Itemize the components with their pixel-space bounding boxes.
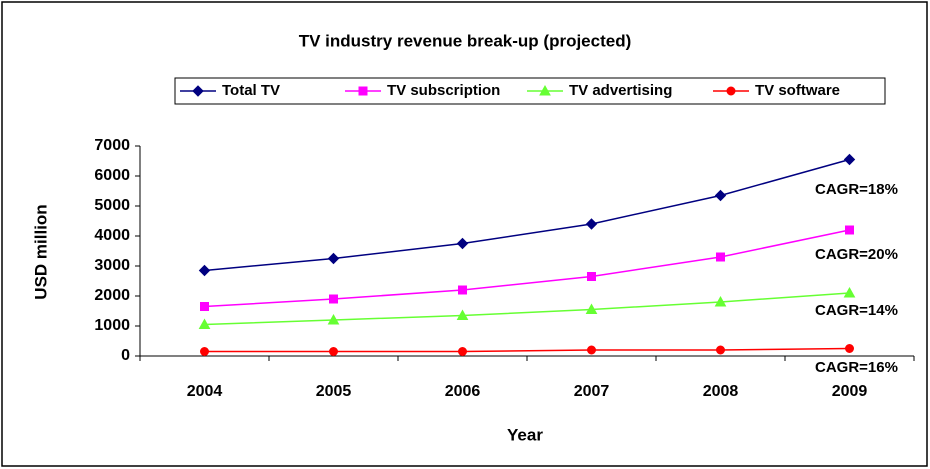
data-point — [843, 153, 856, 166]
y-tick-label: 6000 — [94, 167, 130, 184]
data-point — [714, 295, 727, 307]
series-line — [204, 158, 850, 272]
series-line — [204, 229, 850, 308]
series-line — [204, 347, 850, 353]
x-tick-label: 2004 — [187, 383, 223, 400]
data-point — [200, 347, 209, 356]
annotation: CAGR=18% — [815, 181, 898, 198]
data-point — [329, 294, 338, 304]
annotation: CAGR=16% — [815, 359, 898, 376]
data-point — [327, 313, 340, 325]
data-point — [458, 347, 467, 356]
x-tick-label: 2007 — [574, 383, 610, 400]
data-point — [845, 344, 854, 353]
data-point — [458, 285, 467, 295]
legend-label: TV software — [755, 82, 840, 99]
data-point — [200, 302, 209, 311]
data-point — [843, 286, 856, 298]
legend-marker — [539, 84, 551, 96]
legend-label: Total TV — [222, 82, 280, 99]
y-tick-label: 2000 — [94, 287, 130, 304]
x-axis-label: Year — [507, 425, 543, 444]
data-point — [716, 345, 725, 355]
data-point — [587, 272, 596, 281]
legend-label: TV advertising — [569, 82, 672, 99]
y-tick-label: 4000 — [94, 227, 130, 244]
data-point — [585, 303, 598, 314]
data-point — [714, 189, 727, 202]
data-point — [456, 309, 469, 320]
annotation: CAGR=14% — [815, 302, 898, 319]
legend-marker — [192, 85, 204, 97]
legend-label: TV subscription — [387, 82, 500, 99]
y-tick-label: 5000 — [94, 197, 130, 214]
data-point — [587, 345, 596, 355]
data-point — [327, 252, 340, 265]
data-point — [456, 237, 469, 250]
annotation: CAGR=20% — [815, 246, 898, 263]
y-tick-label: 0 — [121, 347, 130, 364]
data-point — [585, 218, 598, 230]
data-point — [198, 264, 211, 277]
x-tick-label: 2006 — [445, 383, 481, 400]
x-tick-label: 2008 — [703, 383, 739, 400]
legend-marker — [726, 86, 736, 96]
data-point — [845, 225, 854, 235]
legend-marker — [358, 86, 368, 96]
y-tick-label: 7000 — [94, 137, 130, 154]
data-point — [198, 318, 211, 329]
y-axis-label: USD million — [31, 204, 50, 299]
chart-title: TV industry revenue break-up (projected) — [299, 31, 632, 50]
x-tick-label: 2005 — [316, 383, 352, 400]
x-tick-label: 2009 — [832, 383, 868, 400]
y-tick-label: 1000 — [94, 317, 130, 334]
y-tick-label: 3000 — [94, 257, 130, 274]
data-point — [329, 347, 338, 356]
data-point — [716, 252, 725, 262]
series-line — [204, 292, 850, 326]
